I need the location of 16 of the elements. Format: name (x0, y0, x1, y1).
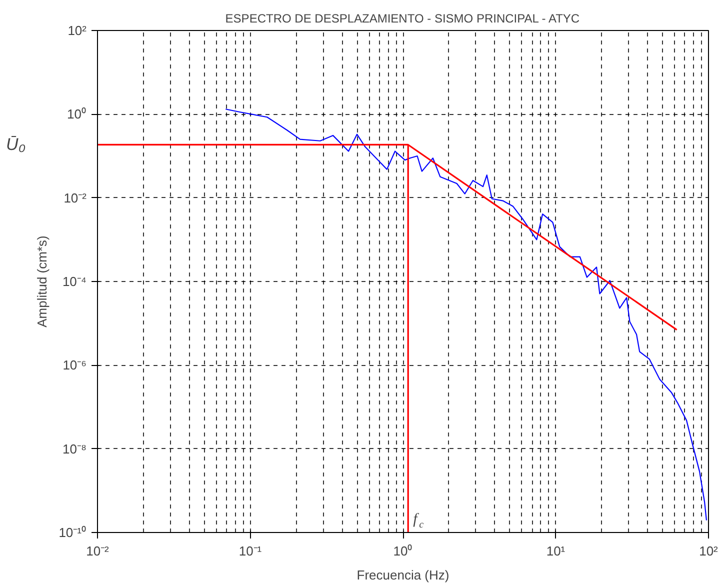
y-tick-label: 10⁻¹⁰ (58, 525, 87, 540)
x-tick-label: 10⁻² (86, 544, 110, 558)
x-tick-label: 10⁰ (393, 544, 413, 558)
y-tick-label: 10⁻² (64, 190, 88, 206)
text: Ū₀ (6, 135, 26, 154)
y-tick-label: 10⁻⁸ (62, 441, 87, 456)
y-tick-label: 10² (68, 23, 88, 38)
x-tick-label: 10¹ (546, 544, 566, 558)
x-axis-title: Frecuencia (Hz) (356, 568, 450, 582)
y-tick-label: 10⁻⁴ (62, 274, 86, 289)
chart-title: ESPECTRO DE DESPLAZAMIENTO - SISMO PRINCIPAL - ATYC (225, 12, 580, 26)
x-tick-label: 10² (699, 544, 719, 558)
y-axis-title: Amplitud (cm*s) (34, 236, 50, 328)
y-tick-label: 10⁰ (67, 106, 87, 122)
x-tick-label: 10⁻¹ (238, 544, 262, 558)
y-tick-label: 10⁻⁶ (62, 358, 86, 373)
